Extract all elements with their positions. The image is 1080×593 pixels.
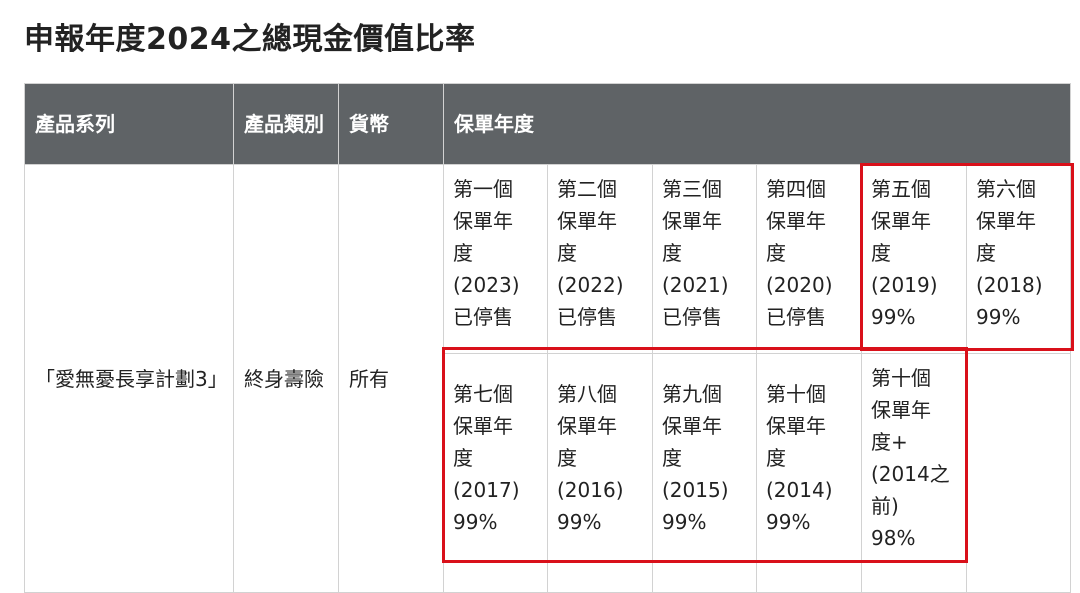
policy-year-label: 度+ [871,430,908,454]
policy-year-label: 度 [453,446,473,470]
policy-year-label: 度 [662,241,682,265]
policy-year-year: (2016) [557,478,624,502]
header-currency: 貨幣 [338,83,444,165]
policy-year-label: 保單年 [662,209,722,233]
policy-year-ordinal: 第六個 [976,177,1036,201]
policy-year-label: 保單年 [557,209,617,233]
policy-year-label: 保單年 [453,414,513,438]
policy-year-value: 99% [871,305,916,329]
policy-year-label: 保單年 [871,209,931,233]
policy-year-year: (2022) [557,273,624,297]
policy-year-label: 度 [453,241,473,265]
policy-year-year: (2018) [976,273,1043,297]
policy-year-value: 99% [766,510,811,534]
policy-year-ordinal: 第一個 [453,177,513,201]
policy-year-label: 保單年 [662,414,722,438]
policy-year-cell: 第二個 保單年 度 (2022) 已停售 [547,164,653,354]
policy-year-ordinal: 第四個 [766,177,826,201]
policy-year-value: 99% [976,305,1021,329]
policy-year-cell: 第一個 保單年 度 (2023) 已停售 [443,164,548,354]
table-header-row: 產品系列 產品類別 貨幣 保單年度 [24,83,1072,165]
policy-year-label: 保單年 [976,209,1036,233]
policy-year-ordinal: 第五個 [871,177,931,201]
policy-year-cell: 第八個 保單年 度 (2016) 99% [547,353,653,593]
policy-year-ordinal: 第十個 [871,366,931,390]
header-product-series: 產品系列 [24,83,234,165]
page-title: 申報年度2024之總現金價值比率 [24,22,476,57]
policy-year-year: (2019) [871,273,938,297]
policy-year-cell: 第四個 保單年 度 (2020) 已停售 [756,164,862,354]
policy-year-label: 度 [766,446,786,470]
policy-year-ordinal: 第七個 [453,382,513,406]
policy-year-ordinal: 第十個 [766,382,826,406]
table-row: 第七個 保單年 度 (2017) 99% 第八個 保單年 度 (2016) 99… [25,353,1072,593]
policy-year-cell: 第六個 保單年 度 (2018) 99% [965,164,1072,354]
policy-year-label: 度 [557,446,577,470]
cell-currency: 所有 [338,164,444,593]
header-product-category: 產品類別 [233,83,339,165]
policy-year-ordinal: 第二個 [557,177,617,201]
policy-year-cell: 第七個 保單年 度 (2017) 99% [443,353,548,593]
policy-year-year: (2014之 [871,462,950,486]
policy-year-year: (2021) [662,273,729,297]
table-row: 「愛無憂長享計劃3」 終身壽險 所有 第一個 保單年 度 (2023) 已停售 … [24,164,1072,593]
policy-year-label: 度 [662,446,682,470]
policy-year-value: 99% [453,510,498,534]
header-policy-year: 保單年度 [442,83,1072,165]
policy-year-label: 保單年 [871,398,931,422]
policy-year-year: (2020) [766,273,833,297]
policy-year-label: 前) [871,494,899,518]
policy-year-value: 已停售 [453,305,513,329]
policy-year-label: 保單年 [766,414,826,438]
cash-value-ratio-table: 產品系列 產品類別 貨幣 保單年度 「愛無憂長享計劃3」 終身壽險 所有 第一個… [24,83,1072,593]
policy-year-value: 99% [662,510,707,534]
policy-year-value: 已停售 [557,305,617,329]
policy-year-value: 98% [871,526,916,550]
policy-year-label: 保單年 [453,209,513,233]
policy-year-value: 已停售 [766,305,826,329]
policy-year-ordinal: 第八個 [557,382,617,406]
policy-year-year: (2017) [453,478,520,502]
cell-product-category: 終身壽險 [233,164,339,593]
policy-year-value: 已停售 [662,305,722,329]
policy-year-year: (2023) [453,273,520,297]
policy-year-label: 度 [871,241,891,265]
policy-year-cell: 第十個 保單年 度+ (2014之 前) 98% [861,353,967,593]
policy-year-cell: 第九個 保單年 度 (2015) 99% [652,353,757,593]
policy-year-cell: 第三個 保單年 度 (2021) 已停售 [652,164,757,354]
policy-year-label: 保單年 [766,209,826,233]
policy-year-ordinal: 第三個 [662,177,722,201]
policy-year-ordinal: 第九個 [662,382,722,406]
policy-year-label: 度 [766,241,786,265]
policy-year-label: 度 [557,241,577,265]
policy-year-year: (2014) [766,478,833,502]
cell-product-series: 「愛無憂長享計劃3」 [24,164,234,593]
policy-year-year: (2015) [662,478,729,502]
empty-cell [965,353,1072,593]
policy-year-label: 保單年 [557,414,617,438]
policy-year-label: 度 [976,241,996,265]
policy-year-value: 99% [557,510,602,534]
policy-year-cell: 第五個 保單年 度 (2019) 99% [861,164,967,354]
policy-year-cell: 第十個 保單年 度 (2014) 99% [756,353,862,593]
